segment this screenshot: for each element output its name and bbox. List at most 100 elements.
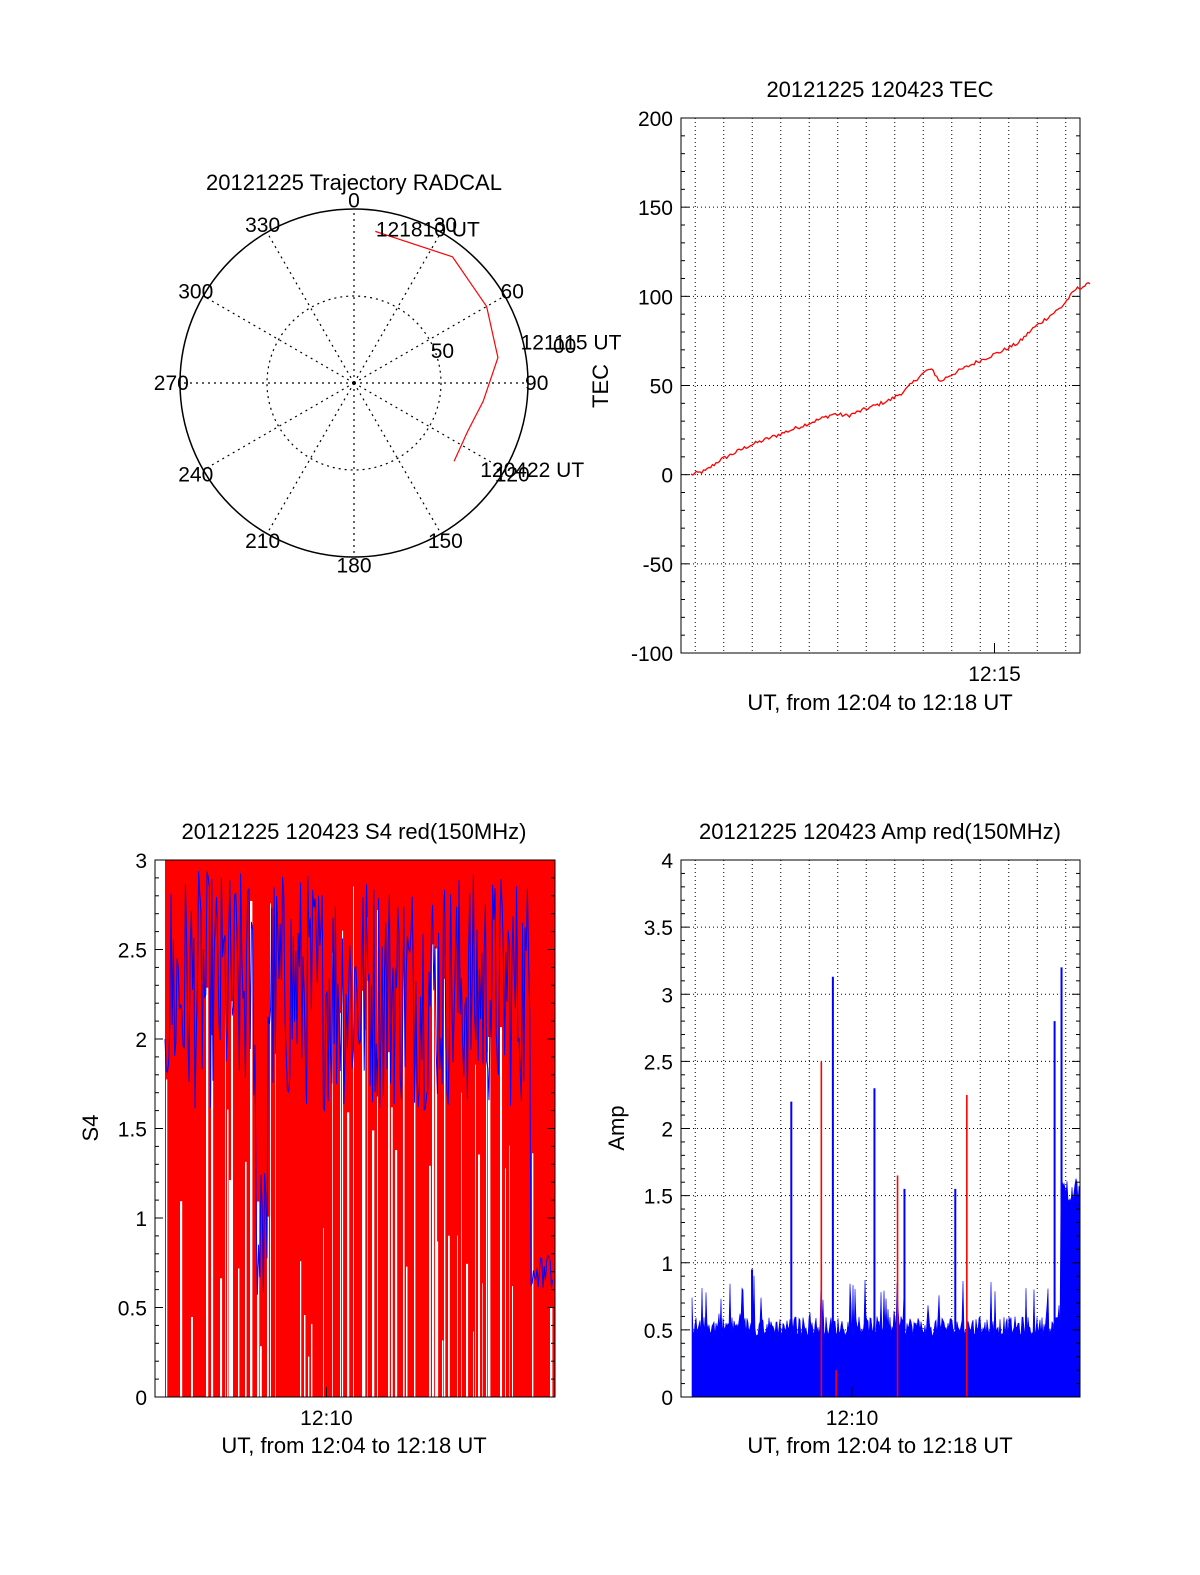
s4-gap [403,948,405,1397]
polar-angle-labels: 0 30 60 90 120 150 180 210 240 270 300 330 50 [154,189,549,577]
y-tick-label: 2.5 [644,1051,673,1074]
s4-gap [238,1268,240,1397]
polar-angle-label: 330 [245,214,280,237]
trajectory-series-line [375,230,499,462]
tec-x-ticks: 12:15 [968,643,1021,686]
polar-angle-label: 30 [434,214,457,237]
trajectory-title: 20121225 Trajectory RADCAL [206,170,502,195]
s4-gap [229,1180,232,1397]
y-tick-label: 3 [135,850,147,873]
s4-gap [432,944,435,1397]
s4-gap [308,1356,310,1397]
tec-y-axis-label: TEC [588,364,613,408]
trajectory-annotations: 121810 UT 121115 UT 120422 UT 00 [376,218,622,482]
trajectory-annotation: 121115 UT [521,332,622,355]
s4-gap [270,903,271,1397]
y-tick-label: 200 [638,108,673,131]
y-tick-label: 3.5 [644,917,673,940]
polar-spoke [353,382,442,534]
s4-gap [362,990,364,1397]
x-tick-label: 12:10 [300,1407,353,1430]
tec-x-axis-label: UT, from 12:04 to 12:18 UT [747,690,1012,715]
s4-gap [478,1154,481,1397]
s4-gap [245,1161,247,1397]
trajectory-annotation: 121810 UT [376,218,480,241]
amp-chart: 20121225 120423 Amp red(150MHz) 0 0.5 1 1.5… [604,819,1081,1458]
s4-gap [211,1035,214,1397]
polar-spoke [353,232,442,384]
polar-spoke [203,382,355,471]
s4-gap [509,1145,510,1397]
s4-series-blue [164,871,554,1295]
s4-gap [461,1092,462,1397]
polar-ring-label: 50 [431,340,454,363]
polar-spoke [266,382,355,534]
y-tick-label: -50 [643,554,673,577]
s4-gap [180,1201,183,1397]
s4-x-ticks: 12:10 [300,1387,353,1430]
s4-gap [342,930,344,1397]
s4-gap [220,1278,223,1397]
s4-chart: 20121225 120423 S4 red(150MHz) 0 0.5 1 1.5 2… [78,819,556,1458]
s4-gap [457,1235,458,1397]
y-tick-label: 0.5 [644,1320,673,1343]
polar-outer-ring [179,208,529,558]
polar-angle-label: 300 [178,281,213,304]
trajectory-annotation: 120422 UT [480,459,584,482]
s4-gap [304,1315,306,1397]
s4-gap [191,1316,193,1397]
polar-angle-label: 240 [178,463,213,486]
amp-x-axis-label: UT, from 12:04 to 12:18 UT [747,1433,1012,1458]
s4-gap [466,1263,469,1397]
y-tick-label: 2 [661,1119,673,1142]
trajectory-polar-chart: 20121225 Trajectory RADCAL 0 30 60 90 120 150… [154,170,622,578]
s4-gap [323,1227,324,1397]
x-tick-label: 12:10 [826,1407,879,1430]
y-tick-label: 2.5 [118,940,147,963]
tec-grid [681,118,1080,653]
tec-chart: 20121225 120423 TEC -100-50050100150200 … [588,77,1091,715]
s4-gap [475,1064,476,1397]
s4-gap [367,917,368,1397]
s4-gap [406,1266,408,1397]
s4-gap [267,1216,269,1397]
polar-angle-label: 210 [245,530,280,553]
polar-angle-label: 150 [428,530,463,553]
s4-gap [332,952,333,1397]
y-tick-label: 100 [638,286,673,309]
s4-gap [444,978,446,1397]
s4-gap [353,886,354,1397]
tec-series-line [690,281,1091,476]
y-tick-label: 50 [650,376,673,399]
y-tick-label: 4 [661,850,673,873]
s4-title: 20121225 120423 S4 red(150MHz) [182,819,527,844]
s4-gap [448,1235,450,1397]
s4-x-axis-label: UT, from 12:04 to 12:18 UT [221,1433,486,1458]
polar-ring-label-extra: 00 [553,335,576,358]
amp-title: 20121225 120423 Amp red(150MHz) [699,819,1061,844]
amp-blue-area [691,1178,1081,1398]
polar-spoke [266,232,355,384]
s4-gap [364,1029,366,1397]
y-tick-label: 3 [661,984,673,1007]
s4-y-axis-label: S4 [78,1115,103,1142]
s4-gap [225,954,226,1397]
polar-angle-label: 60 [501,281,524,304]
s4-gap [206,987,209,1397]
polar-ring [266,295,442,471]
amp-grid [681,860,1080,1397]
polar-spoke [203,295,355,384]
y-tick-label: 1 [661,1253,673,1276]
s4-gap [500,1027,503,1397]
s4-gap [257,1201,260,1397]
amp-series [691,967,1081,1398]
y-tick-label: -100 [631,643,673,666]
amp-y-ticks: 0 0.5 1 1.5 2 2.5 3 3.5 4 [644,850,1080,1410]
s4-y-ticks: 0 0.5 1 1.5 2 2.5 3 [118,850,555,1410]
s4-gap [372,1130,375,1397]
s4-gap [437,1241,439,1397]
s4-gap [275,1036,276,1397]
s4-gap [486,1052,488,1397]
tec-plot-frame [680,117,1081,654]
